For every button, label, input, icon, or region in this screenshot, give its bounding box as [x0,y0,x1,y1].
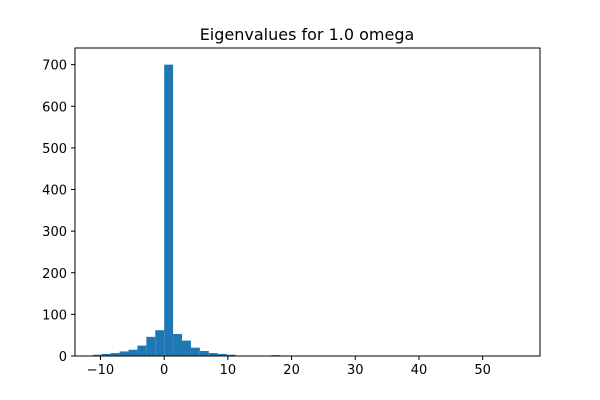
y-tick-label: 500 [42,142,67,157]
histogram-bar [146,336,156,356]
y-axis-ticks: 0 100 200 300 400 500 600 700 [42,59,75,365]
y-tick-label: 700 [42,59,67,74]
histogram-bar [199,351,209,356]
histogram-bar [173,333,183,356]
y-tick-label: 0 [59,350,67,365]
histogram-bar [137,345,147,356]
histogram-bar [226,354,236,356]
y-tick-label: 300 [42,225,67,240]
y-tick-label: 600 [42,100,67,115]
chart-title: Eigenvalues for 1.0 omega [200,25,415,44]
y-tick-label: 200 [42,267,67,282]
histogram-bar [164,64,174,356]
x-tick-label: 20 [283,363,300,378]
x-tick-label: 40 [411,363,428,378]
histogram-bar [155,330,165,356]
histogram-bar [110,353,120,356]
y-tick-label: 400 [42,184,67,199]
x-axis-ticks: −10 0 10 20 30 40 50 [87,356,491,378]
x-tick-label: 10 [220,363,237,378]
bars-group [92,64,290,356]
histogram-bar [208,353,218,356]
histogram-bar [182,340,191,356]
histogram-bar [101,353,111,356]
histogram-bar [119,351,129,356]
histogram-bar [128,349,138,356]
x-tick-label: 30 [347,363,364,378]
x-tick-label: 0 [160,363,168,378]
x-tick-label: 50 [474,363,491,378]
histogram-bar [217,353,227,356]
y-tick-label: 100 [42,308,67,323]
histogram-bar [92,354,102,356]
plot-frame [74,47,541,357]
x-tick-label: −10 [87,363,114,378]
histogram-bar [190,347,200,356]
